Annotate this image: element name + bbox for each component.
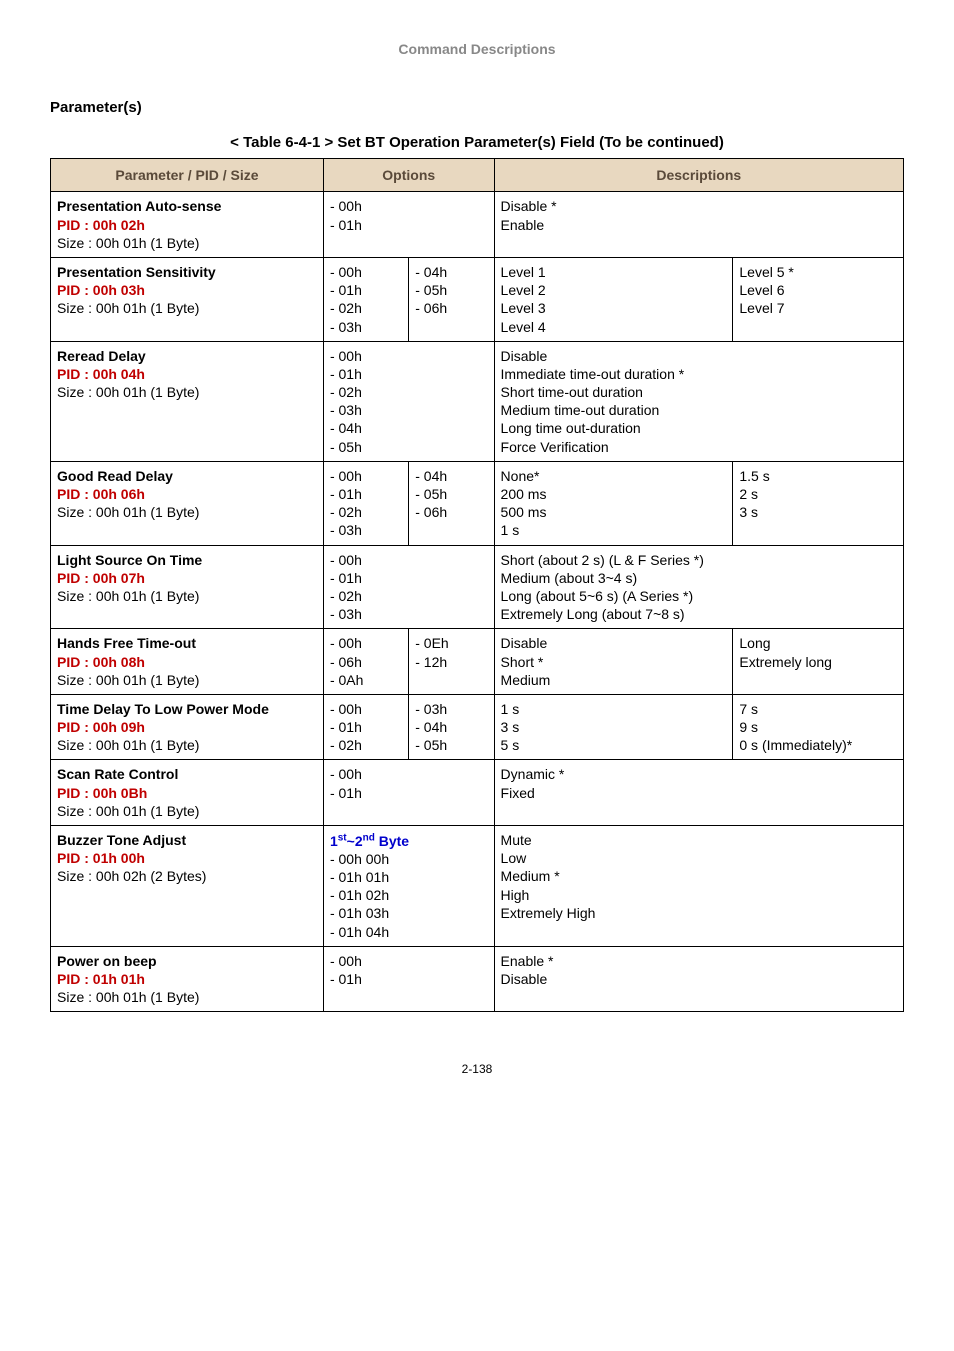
param-title: Hands Free Time-out [57,635,196,651]
param-title: Light Source On Time [57,552,202,568]
param-title: Presentation Sensitivity [57,264,216,280]
table-row: Scan Rate Control PID : 00h 0Bh Size : 00h… [51,760,904,826]
options-cell-2: - 03h- 04h- 05h [409,694,494,760]
param-title: Good Read Delay [57,468,173,484]
desc-cell: Enable *Disable [494,946,903,1012]
param-cell: Hands Free Time-out PID : 00h 08h Size : 0… [51,629,324,695]
options-cell-1: - 00h- 01h- 02h- 03h [323,461,408,545]
param-size: Size : 00h 01h (1 Byte) [57,235,199,251]
param-pid: PID : 01h 01h [57,971,145,987]
options-cell: - 00h- 01h- 02h- 03h [323,545,494,629]
param-cell: Scan Rate Control PID : 00h 0Bh Size : 00h… [51,760,324,826]
param-cell: Buzzer Tone Adjust PID : 01h 00h Size : 00… [51,826,324,947]
param-size: Size : 00h 01h (1 Byte) [57,737,199,753]
param-pid: PID : 00h 04h [57,366,145,382]
param-cell: Presentation Auto-sense PID : 00h 02h Size… [51,192,324,258]
options-cell-2: - 0Eh- 12h [409,629,494,695]
desc-cell-2: LongExtremely long [733,629,904,695]
param-size: Size : 00h 01h (1 Byte) [57,803,199,819]
options-cell: - 00h- 01h- 02h- 03h- 04h- 05h [323,341,494,461]
param-cell: Light Source On Time PID : 00h 07h Size : … [51,545,324,629]
options-cell: - 00h- 01h [323,760,494,826]
table-row: Buzzer Tone Adjust PID : 01h 00h Size : 00… [51,826,904,947]
param-cell: Good Read Delay PID : 00h 06h Size : 00h 0… [51,461,324,545]
table-row: Hands Free Time-out PID : 00h 08h Size : 0… [51,629,904,695]
options-cell-2: - 04h- 05h- 06h [409,461,494,545]
table-row: Good Read Delay PID : 00h 06h Size : 00h 0… [51,461,904,545]
desc-cell-1: 1 s3 s5 s [494,694,733,760]
param-pid: PID : 00h 07h [57,570,145,586]
desc-cell: DisableImmediate time-out duration *Shor… [494,341,903,461]
desc-cell-1: Level 1Level 2Level 3Level 4 [494,257,733,341]
param-pid: PID : 00h 03h [57,282,145,298]
param-pid: PID : 00h 02h [57,217,145,233]
param-pid: PID : 00h 06h [57,486,145,502]
table-row: Time Delay To Low Power Mode PID : 00h 09… [51,694,904,760]
options-cell-1: - 00h- 01h- 02h [323,694,408,760]
options-cell: 1st~2nd Byte- 00h 00h- 01h 01h- 01h 02h-… [323,826,494,947]
param-title: Buzzer Tone Adjust [57,832,186,848]
desc-cell-2: Level 5 *Level 6Level 7 [733,257,904,341]
param-title: Time Delay To Low Power Mode [57,701,269,717]
param-size: Size : 00h 01h (1 Byte) [57,300,199,316]
page-header: Command Descriptions [50,40,904,58]
options-cell-1: - 00h- 06h- 0Ah [323,629,408,695]
param-size: Size : 00h 01h (1 Byte) [57,384,199,400]
param-size: Size : 00h 01h (1 Byte) [57,672,199,688]
options-cell-1: - 00h- 01h- 02h- 03h [323,257,408,341]
col-descriptions: Descriptions [494,159,903,192]
page-number: 2-138 [50,1062,904,1078]
desc-cell-1: None*200 ms500 ms1 s [494,461,733,545]
desc-cell: MuteLowMedium *HighExtremely High [494,826,903,947]
param-title: Presentation Auto-sense [57,198,221,214]
param-size: Size : 00h 01h (1 Byte) [57,588,199,604]
options-cell: - 00h- 01h [323,946,494,1012]
param-pid: PID : 00h 0Bh [57,785,147,801]
desc-cell: Short (about 2 s) (L & F Series *)Medium… [494,545,903,629]
desc-cell-1: DisableShort *Medium [494,629,733,695]
param-cell: Reread Delay PID : 00h 04h Size : 00h 01h … [51,341,324,461]
param-size: Size : 00h 02h (2 Bytes) [57,868,206,884]
section-heading: Parameter(s) [50,98,904,118]
param-size: Size : 00h 01h (1 Byte) [57,504,199,520]
param-cell: Power on beep PID : 01h 01h Size : 00h 01h… [51,946,324,1012]
options-cell: - 00h- 01h [323,192,494,258]
param-size: Size : 00h 01h (1 Byte) [57,989,199,1005]
table-row: Presentation Auto-sense PID : 00h 02h Size… [51,192,904,258]
desc-cell-2: 1.5 s2 s3 s [733,461,904,545]
parameter-table: Parameter / PID / Size Options Descripti… [50,158,904,1012]
table-row: Presentation Sensitivity PID : 00h 03h Siz… [51,257,904,341]
param-cell: Presentation Sensitivity PID : 00h 03h Siz… [51,257,324,341]
param-pid: PID : 01h 00h [57,850,145,866]
param-title: Reread Delay [57,348,146,364]
desc-cell-2: 7 s9 s0 s (Immediately)* [733,694,904,760]
param-pid: PID : 00h 08h [57,654,145,670]
param-title: Scan Rate Control [57,766,178,782]
param-title: Power on beep [57,953,157,969]
table-row: Power on beep PID : 01h 01h Size : 00h 01h… [51,946,904,1012]
byte-heading: 1st~2nd Byte [330,833,409,849]
desc-cell: Disable *Enable [494,192,903,258]
col-param: Parameter / PID / Size [51,159,324,192]
param-pid: PID : 00h 09h [57,719,145,735]
desc-cell: Dynamic *Fixed [494,760,903,826]
table-row: Reread Delay PID : 00h 04h Size : 00h 01h … [51,341,904,461]
options-cell-2: - 04h- 05h- 06h [409,257,494,341]
param-cell: Time Delay To Low Power Mode PID : 00h 09… [51,694,324,760]
table-caption: < Table 6-4-1 > Set BT Operation Paramet… [50,133,904,153]
col-options: Options [323,159,494,192]
table-row: Light Source On Time PID : 00h 07h Size : … [51,545,904,629]
